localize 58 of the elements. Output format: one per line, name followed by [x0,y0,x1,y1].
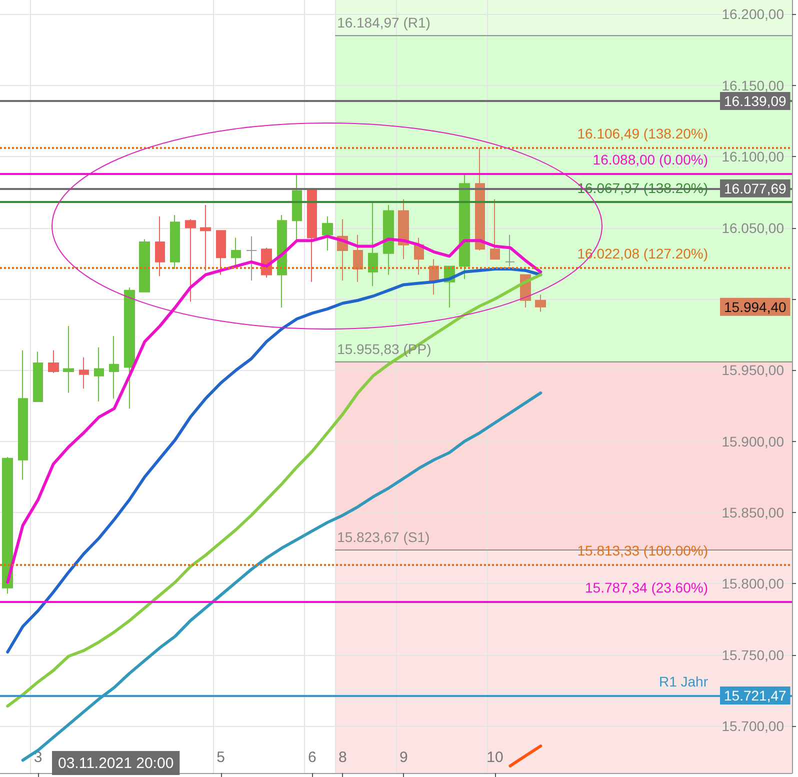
candlestick [383,204,394,276]
x-tick-label: 6 [308,749,316,766]
candlestick [200,204,211,271]
candlestick [139,238,150,292]
candlestick [368,202,378,287]
y-tick-label: 16.200,00 [722,6,784,22]
y-tick-label: 15.850,00 [722,504,784,520]
candlestick [170,214,180,270]
y-tick-label: 15.950,00 [722,362,784,378]
candlestick [48,350,59,374]
candlestick [2,456,13,594]
y-tick-label: 16.050,00 [722,220,784,236]
candlestick [79,356,89,390]
annotation: 16.139,09 [724,92,786,109]
band-label: 16.184,97 (R1) [337,14,430,31]
candlestick [94,346,104,402]
annotation: 15.994,40 [724,298,786,315]
x-tick-label: 8 [338,749,347,766]
candlestick [109,335,119,400]
ref-line-label: R1 Jahr [658,673,708,690]
annotation: 16.077,69 [724,180,786,196]
candlestick [307,188,317,282]
candlestick [231,237,241,267]
y-tick-label: 15.800,00 [722,576,784,592]
candlestick [459,173,470,280]
x-tick-label: 5 [216,749,226,766]
candlestick [216,230,226,276]
candlestick [353,234,363,282]
annotation: 03.11.2021 20:00 [58,755,174,772]
y-tick-label: 16.100,00 [722,148,784,165]
candlestick [490,198,500,260]
ref-line-label: 16.088,00 (0.00%) [592,152,708,168]
x-tick-label: 9 [399,749,408,766]
candlestick [292,173,302,242]
candlestick [124,287,135,410]
candlestick [322,216,333,252]
line-series [6,234,542,584]
candlestick [398,198,409,260]
y-tick-label: 16.150,00 [722,77,784,94]
annotation: 15.721,47 [724,687,786,704]
candlestick [33,351,43,402]
candlestick [505,234,515,267]
candlestick [185,218,196,302]
band-label: 15.823,67 (S1) [337,528,430,545]
ref-line-label: 16.106,49 (138.20%) [577,125,708,142]
y-tick-label: 15.750,00 [722,646,784,663]
candlestick [535,294,546,312]
candlestick [155,216,165,277]
candlestick [414,237,424,276]
candlestick [18,350,28,480]
y-tick-label: 15.900,00 [722,433,784,450]
candlestick [277,214,287,308]
y-tick-label: 15.700,00 [722,718,784,734]
ref-line-label: 15.787,34 (23.60%) [585,580,708,596]
candlestick [475,148,485,252]
candlestick [246,236,257,281]
x-tick-label: 10 [486,749,504,766]
candlestick [63,326,74,394]
